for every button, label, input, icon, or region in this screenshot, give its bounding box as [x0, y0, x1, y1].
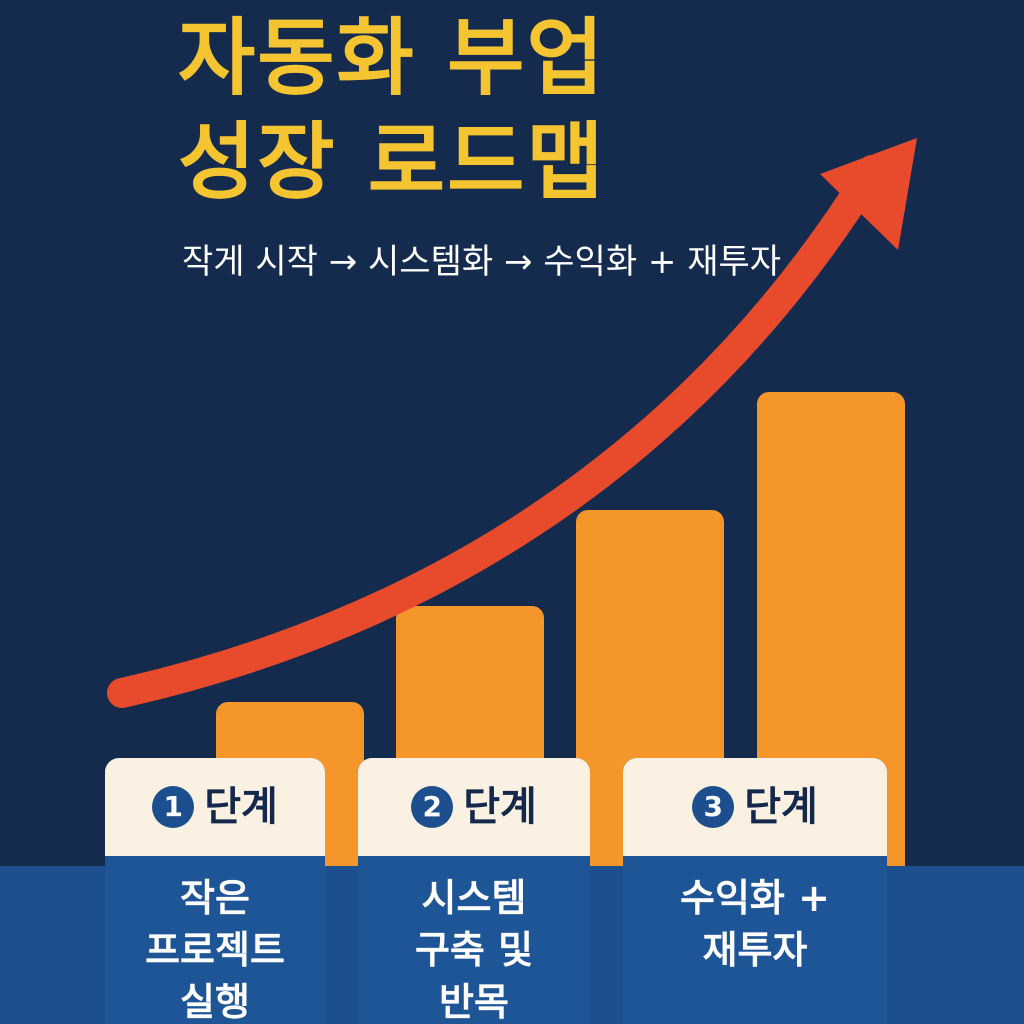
subtitle: 작게 시작 → 시스템화 → 수익화 + 재투자 [182, 242, 782, 282]
step-header-2: 2 단계 [358, 758, 590, 856]
step-label: 단계 [463, 784, 537, 830]
step-card-1: 1 단계 작은 프로젝트 실행 [105, 758, 325, 1024]
step-description: 수익화 + 재투자 [680, 876, 830, 972]
step-number-badge: 3 [692, 786, 735, 828]
step-number-badge: 1 [152, 786, 195, 828]
step-card-2: 2 단계 시스템 구축 및 반목 [358, 758, 590, 1024]
step-card-3: 3 단계 수익화 + 재투자 [623, 758, 887, 1024]
step-label: 단계 [204, 784, 278, 830]
step-label: 단계 [744, 784, 818, 830]
title-line-1: 자동화 부업 [178, 9, 606, 107]
step-description: 작은 프로젝트 실행 [145, 876, 285, 1024]
growth-arrow-head [820, 138, 917, 250]
step-number-badge: 2 [411, 786, 454, 828]
title-line-2: 성장 로드맵 [178, 113, 606, 211]
growth-arrow-icon [107, 138, 917, 708]
growth-arrow-shaft [107, 155, 887, 708]
step-description: 시스템 구축 및 반목 [414, 876, 534, 1024]
step-header-1: 1 단계 [105, 758, 325, 856]
step-header-3: 3 단계 [623, 758, 887, 856]
